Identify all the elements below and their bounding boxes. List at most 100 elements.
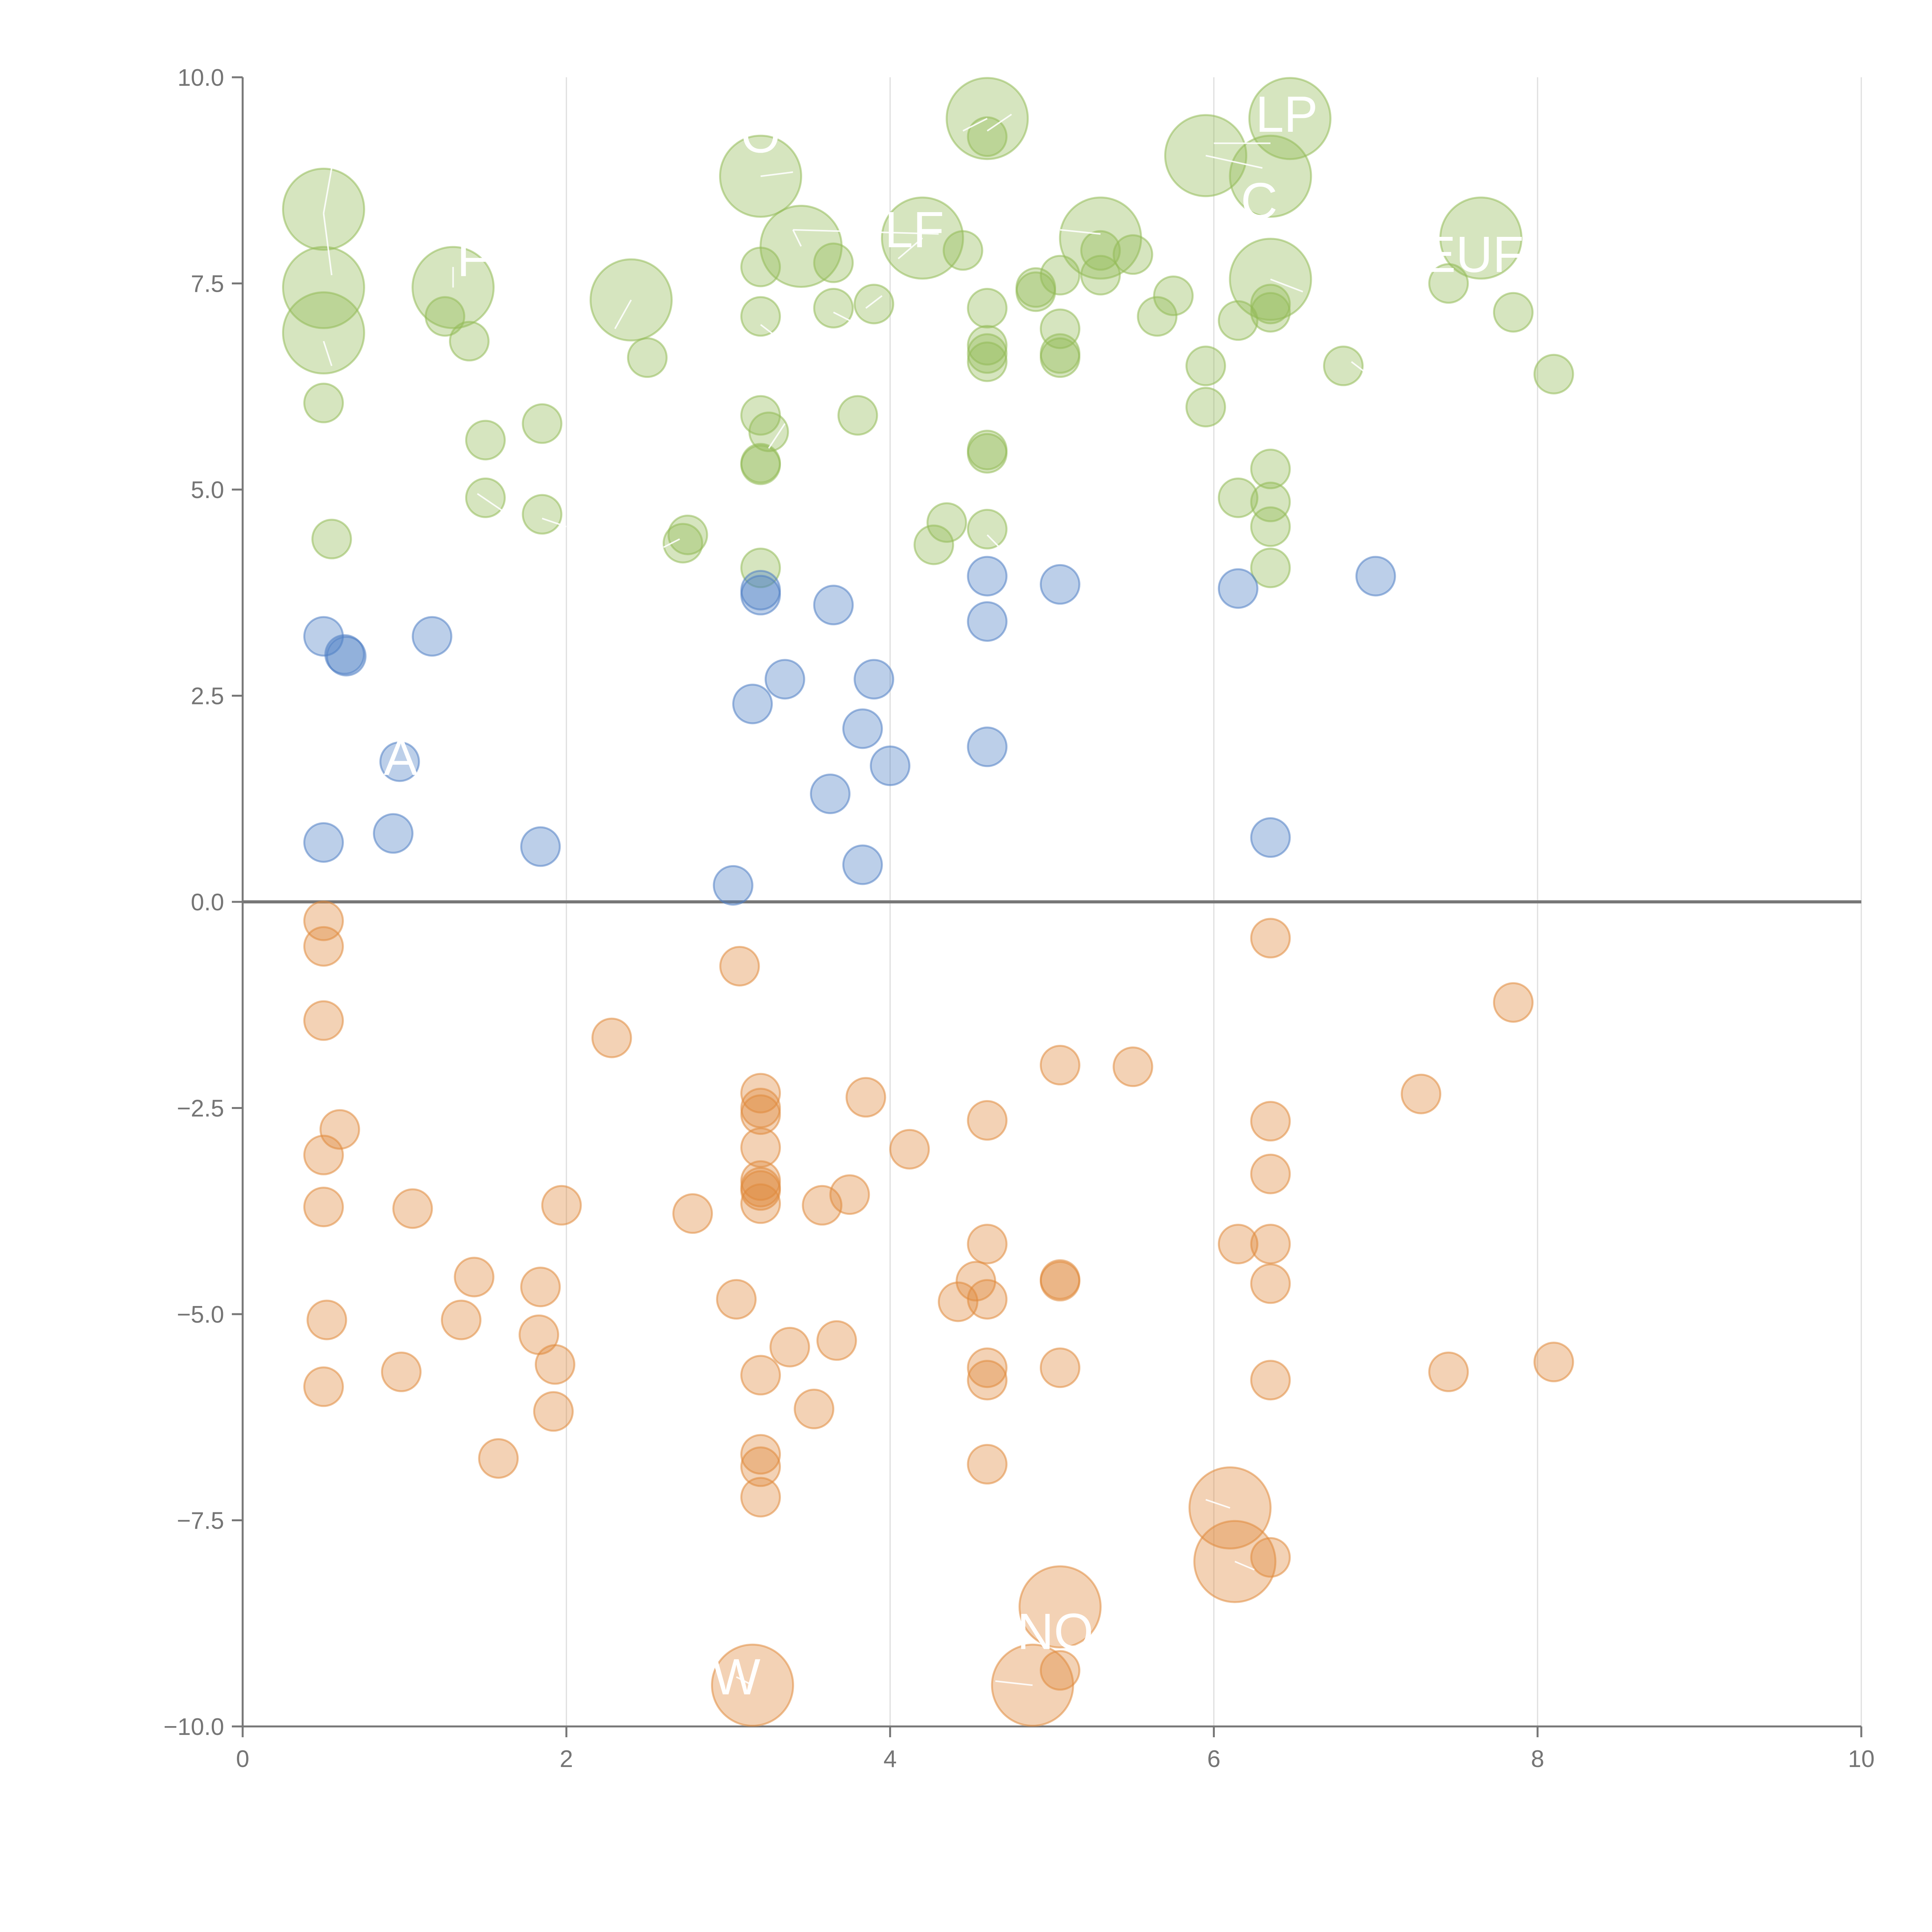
- data-point-orange: [802, 1185, 843, 1226]
- data-point-orange: [794, 1388, 835, 1429]
- leader-line: [1206, 155, 1263, 169]
- data-point-blue: [854, 659, 895, 700]
- data-point-blue: [740, 575, 781, 616]
- y-tick-label: 5.0: [191, 477, 224, 503]
- data-point-green: [303, 383, 344, 423]
- data-point-blue: [810, 773, 851, 814]
- leader-line: [1060, 229, 1101, 235]
- data-point-orange: [1533, 1342, 1574, 1383]
- data-point-green: [1533, 354, 1574, 395]
- data-point-orange: [1039, 1650, 1080, 1691]
- data-point-orange: [1018, 1565, 1102, 1649]
- data-point-green: [1323, 345, 1364, 386]
- data-point-orange: [740, 1355, 781, 1396]
- data-point-orange: [1250, 1101, 1291, 1142]
- data-point-blue: [303, 822, 344, 863]
- leader-line: [898, 237, 923, 260]
- leader-line: [323, 341, 333, 366]
- data-point-green: [1250, 292, 1291, 333]
- data-point-blue: [732, 684, 773, 724]
- data-point-green: [967, 341, 1008, 382]
- data-point-blue: [1218, 568, 1259, 609]
- point-label: W: [712, 1648, 760, 1705]
- data-point-blue: [324, 634, 365, 675]
- data-point-green: [1218, 477, 1259, 518]
- leader-line: [792, 229, 802, 247]
- data-point-orange: [303, 1187, 344, 1228]
- data-point-green: [813, 242, 854, 283]
- leader-line: [986, 114, 1012, 132]
- data-point-orange: [672, 1193, 713, 1234]
- leader-line: [793, 229, 939, 235]
- leader-line: [833, 311, 850, 321]
- data-point-green: [465, 420, 506, 461]
- data-point-orange: [845, 1077, 886, 1118]
- data-point-green: [1153, 276, 1194, 316]
- data-point-blue: [870, 745, 911, 786]
- data-point-green: [449, 321, 490, 362]
- data-point-orange: [1250, 1153, 1291, 1194]
- data-point-green: [1185, 345, 1226, 386]
- data-point-blue: [520, 826, 561, 867]
- data-point-green: [967, 116, 1008, 157]
- data-point-orange: [740, 1183, 781, 1224]
- y-tick-label: 0.0: [191, 889, 224, 916]
- data-point-orange: [319, 1109, 360, 1150]
- data-point-orange: [740, 1170, 781, 1211]
- data-point-orange: [303, 1134, 344, 1175]
- leader-line: [663, 538, 680, 548]
- data-point-orange: [303, 926, 344, 967]
- data-point-green: [522, 403, 563, 444]
- x-tick-label: 4: [883, 1746, 896, 1772]
- x-tick-label: 0: [236, 1746, 249, 1772]
- data-point-green: [1229, 134, 1312, 218]
- data-point-green: [748, 412, 789, 452]
- data-point-blue: [412, 616, 452, 657]
- point-label: LP: [1255, 86, 1318, 143]
- data-points: [282, 77, 1574, 1727]
- data-point-orange: [1039, 1347, 1080, 1388]
- data-point-blue: [842, 844, 883, 885]
- data-point-orange: [392, 1188, 433, 1229]
- data-point-blue: [842, 708, 883, 749]
- data-point-green: [1428, 263, 1469, 304]
- data-point-green: [854, 284, 895, 325]
- data-point-orange: [520, 1267, 561, 1308]
- data-point-orange: [1250, 1224, 1291, 1265]
- leader-line: [614, 299, 632, 329]
- data-point-orange: [719, 946, 760, 986]
- y-tick-label: −5.0: [177, 1301, 224, 1328]
- axes: 0 2 4 6 8 10 10.0 7.5 5.0 2.5 0.0 −2.5 −5.0 −7.5 −10.0: [163, 65, 1874, 1772]
- data-point-orange: [1250, 918, 1291, 959]
- data-point-green: [1218, 300, 1259, 341]
- data-point-green: [1250, 449, 1291, 490]
- leader-line: [865, 295, 883, 309]
- data-point-orange: [816, 1320, 857, 1361]
- data-point-green: [1250, 481, 1291, 522]
- leader-line: [1270, 278, 1303, 293]
- leader-line: [768, 423, 786, 449]
- data-point-orange: [740, 1477, 781, 1518]
- data-point-green: [282, 246, 365, 329]
- data-point-orange: [716, 1279, 757, 1320]
- data-point-orange: [967, 1444, 1008, 1485]
- data-point-green: [1250, 548, 1291, 588]
- data-point-green: [1248, 77, 1332, 160]
- data-point-orange: [938, 1281, 979, 1322]
- data-point-blue: [764, 659, 805, 700]
- data-point-orange: [967, 1360, 1008, 1401]
- data-point-orange: [1250, 1263, 1291, 1304]
- data-point-green: [1137, 296, 1178, 337]
- x-tick-label: 10: [1848, 1746, 1875, 1772]
- data-point-green: [967, 333, 1008, 374]
- data-point-orange: [889, 1129, 930, 1170]
- data-point-green: [662, 523, 703, 564]
- data-point-orange: [306, 1299, 347, 1340]
- data-point-orange: [478, 1438, 519, 1479]
- data-point-orange: [967, 1347, 1008, 1388]
- data-point-blue: [967, 601, 1008, 642]
- data-point-blue: [967, 556, 1008, 597]
- data-point-orange: [740, 1094, 781, 1135]
- data-point-orange: [441, 1299, 482, 1340]
